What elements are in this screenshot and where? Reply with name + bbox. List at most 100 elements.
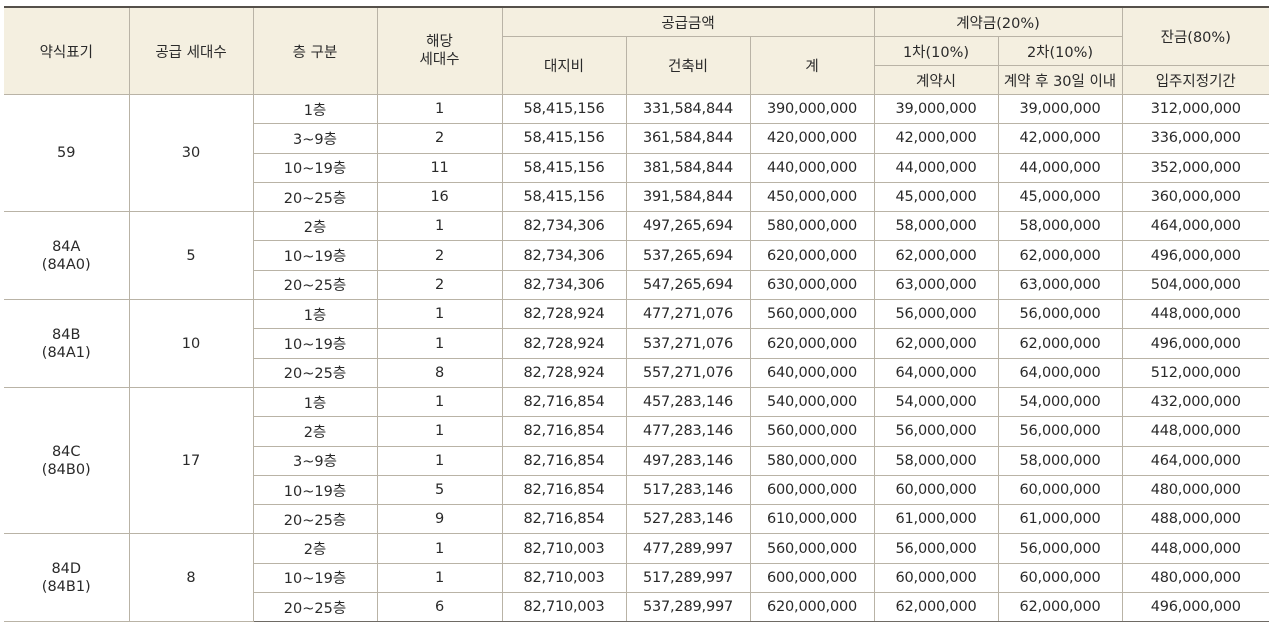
cell-balance: 504,000,000 <box>1121 269 1269 301</box>
cell-floor: 3~9층 <box>253 445 378 476</box>
cell-units: 2 <box>376 240 503 271</box>
cell-balance: 336,000,000 <box>1121 123 1269 154</box>
table-row: 10~19층 5 82,716,854 517,283,146 600,000,000 6… <box>4 474 1269 506</box>
cell-first: 62,000,000 <box>873 240 999 271</box>
cell-second: 39,000,000 <box>997 93 1123 125</box>
cell-units: 1 <box>376 562 503 594</box>
table-row: 84C (84B0) 17 1층 1 82,716,854 457,283,146 540,0… <box>4 386 1269 535</box>
cell-balance: 464,000,000 <box>1121 211 1269 242</box>
table-row: 20~25층 9 82,716,854 527,283,146 610,000,000 6… <box>4 504 1269 535</box>
table-row: 84A (84A0) 5 2층 1 82,734,306 497,265,694 580,00… <box>4 211 1269 301</box>
type-name: 59 <box>57 145 76 162</box>
cell-second: 58,000,000 <box>997 445 1123 476</box>
cell-building: 361,584,844 <box>625 123 751 154</box>
cell-building: 517,283,146 <box>625 474 751 506</box>
cell-land: 82,710,003 <box>501 592 627 623</box>
cell-second: 44,000,000 <box>997 152 1123 183</box>
cell-supply-units: 30 <box>128 93 254 213</box>
cell-second: 62,000,000 <box>997 240 1123 271</box>
header-floor: 층 구분 <box>252 6 378 95</box>
cell-balance: 448,000,000 <box>1121 299 1269 330</box>
cell-total: 390,000,000 <box>749 93 875 125</box>
table-row: 20~25층 16 58,415,156 391,584,844 450,000,000… <box>4 181 1269 213</box>
cell-building: 381,584,844 <box>625 152 751 183</box>
cell-building: 517,289,997 <box>625 562 751 594</box>
cell-land: 82,728,924 <box>501 357 627 388</box>
cell-total: 540,000,000 <box>749 386 875 418</box>
cell-first: 61,000,000 <box>873 504 999 535</box>
cell-total: 450,000,000 <box>749 181 875 213</box>
cell-balance: 312,000,000 <box>1121 93 1269 125</box>
cell-floor: 1층 <box>252 299 378 330</box>
cell-land: 58,415,156 <box>501 93 627 125</box>
cell-units: 1 <box>376 211 503 242</box>
table-row: 59 30 1층 1 58,415,156 331,584,844 390,000,000 3… <box>4 93 1269 213</box>
cell-land: 82,716,854 <box>501 445 627 476</box>
cell-building: 537,265,694 <box>625 240 751 271</box>
cell-land: 82,734,306 <box>501 211 627 242</box>
cell-first: 63,000,000 <box>873 269 999 301</box>
header-applicable-units: 해당 세대수 <box>376 6 503 95</box>
header-supply-units: 공급 세대수 <box>128 6 254 95</box>
cell-building: 537,289,997 <box>625 592 751 623</box>
cell-first: 45,000,000 <box>873 181 999 213</box>
cell-first: 58,000,000 <box>873 211 999 242</box>
cell-units: 1 <box>376 299 503 330</box>
cell-land: 82,734,306 <box>501 240 627 271</box>
cell-floor: 20~25층 <box>253 592 378 623</box>
cell-building: 497,265,694 <box>625 211 751 242</box>
cell-building: 331,584,844 <box>625 93 751 125</box>
table-row: 10~19층 2 82,734,306 537,265,694 620,000,000 6… <box>4 240 1269 271</box>
cell-balance: 432,000,000 <box>1121 386 1269 418</box>
cell-first: 39,000,000 <box>873 93 999 125</box>
cell-land: 58,415,156 <box>501 123 627 154</box>
cell-units: 5 <box>376 474 503 506</box>
cell-floor: 10~19층 <box>253 328 378 359</box>
header-first-when: 계약시 <box>874 65 999 95</box>
cell-first: 60,000,000 <box>873 474 999 506</box>
type-code: (84A0) <box>41 256 91 273</box>
header-land: 대지비 <box>502 36 627 95</box>
cell-land: 82,710,003 <box>501 562 627 594</box>
cell-balance: 512,000,000 <box>1121 357 1269 388</box>
cell-balance: 448,000,000 <box>1121 533 1269 564</box>
cell-total: 620,000,000 <box>749 592 875 623</box>
cell-second: 56,000,000 <box>997 416 1123 447</box>
cell-land: 82,716,854 <box>501 504 627 535</box>
cell-second: 60,000,000 <box>997 474 1123 506</box>
table-row: 84B (84A1) 10 1층 1 82,728,924 477,271,076 560,0… <box>4 299 1269 388</box>
type-code: (84A1) <box>41 344 91 361</box>
cell-floor: 10~19층 <box>253 474 378 506</box>
cell-first: 56,000,000 <box>873 533 999 564</box>
cell-land: 82,716,854 <box>501 474 627 506</box>
cell-units: 16 <box>376 181 503 213</box>
cell-type: 84A (84A0) <box>4 211 130 301</box>
cell-type: 84C (84B0) <box>4 386 130 535</box>
cell-second: 58,000,000 <box>997 211 1123 242</box>
cell-total: 610,000,000 <box>749 504 875 535</box>
cell-second: 62,000,000 <box>997 592 1123 623</box>
cell-type: 84D (84B1) <box>4 533 130 623</box>
cell-units: 6 <box>376 592 503 623</box>
table-row: 10~19층 1 82,728,924 537,271,076 620,000,000 6… <box>4 328 1269 359</box>
table-row: 3~9층 1 82,716,854 497,283,146 580,000,000 58,… <box>4 445 1269 476</box>
cell-supply-units: 10 <box>128 299 254 388</box>
cell-second: 54,000,000 <box>997 386 1123 418</box>
cell-land: 82,728,924 <box>501 299 627 330</box>
cell-floor: 20~25층 <box>253 181 378 213</box>
cell-floor: 2층 <box>252 211 378 242</box>
cell-second: 61,000,000 <box>997 504 1123 535</box>
cell-total: 600,000,000 <box>749 474 875 506</box>
cell-total: 440,000,000 <box>749 152 875 183</box>
cell-building: 537,271,076 <box>625 328 751 359</box>
type-name: 84D <box>51 560 82 577</box>
header-first-deposit: 1차(10%) <box>873 36 999 66</box>
table-body: 59 30 1층 1 58,415,156 331,584,844 390,000,000 3… <box>4 93 1269 623</box>
header-building: 건축비 <box>625 36 751 95</box>
cell-building: 527,283,146 <box>625 504 751 535</box>
table-row: 2층 1 82,716,854 477,283,146 560,000,000 56,00… <box>4 416 1269 447</box>
cell-land: 82,710,003 <box>501 533 627 564</box>
cell-land: 82,728,924 <box>501 328 627 359</box>
cell-balance: 496,000,000 <box>1121 592 1269 623</box>
cell-units: 1 <box>376 416 503 447</box>
